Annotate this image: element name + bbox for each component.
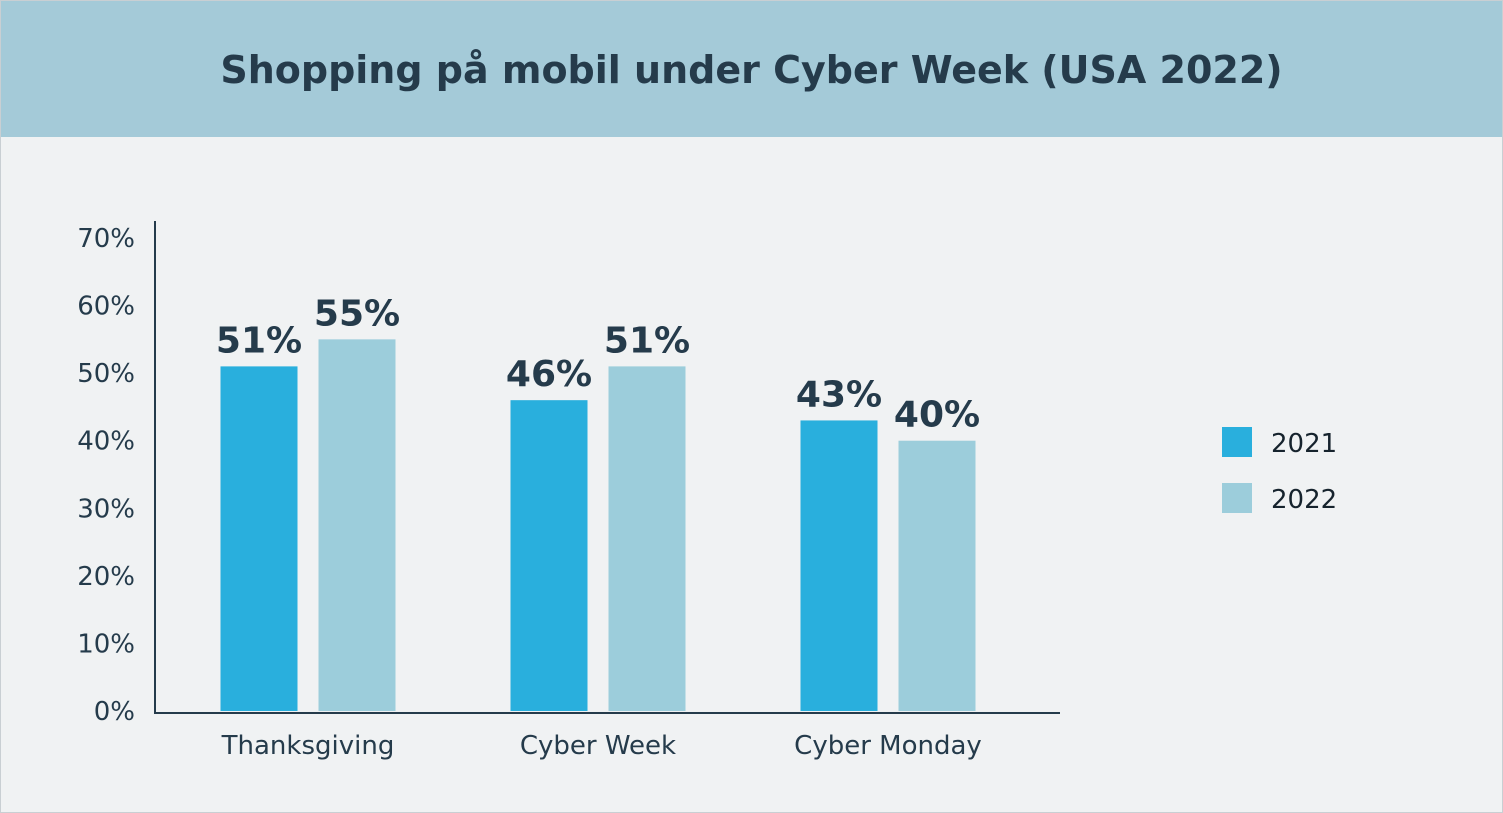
bar-2021-thanksgiving <box>220 366 298 711</box>
y-tick-label: 0% <box>94 697 135 727</box>
data-label: 46% <box>506 354 592 395</box>
data-label: 55% <box>314 293 400 334</box>
data-label: 43% <box>796 374 882 415</box>
y-tick-label: 30% <box>77 494 135 524</box>
y-tick-label: 60% <box>77 292 135 322</box>
bar-2021-cyber-week <box>510 400 588 711</box>
legend-swatch-2022 <box>1222 483 1252 513</box>
legend-label-2022: 2022 <box>1271 485 1337 515</box>
data-label: 51% <box>604 320 690 361</box>
bar-2021-cyber-monday <box>800 420 878 711</box>
bar-2022-cyber-week <box>608 366 686 711</box>
legend-swatch-2021 <box>1222 427 1252 457</box>
chart-header: Shopping på mobil under Cyber Week (USA … <box>1 1 1502 137</box>
x-axis-labels: Thanksgiving Cyber Week Cyber Monday <box>221 731 982 761</box>
legend: 2021 2022 <box>1222 427 1337 515</box>
x-category-label: Thanksgiving <box>221 731 395 761</box>
bars <box>220 339 976 711</box>
y-tick-label: 50% <box>77 359 135 389</box>
y-tick-label: 20% <box>77 562 135 592</box>
bar-2022-cyber-monday <box>898 440 976 711</box>
y-tick-label: 10% <box>77 629 135 659</box>
data-labels: 51% 46% 43% 55% 51% 40% <box>216 293 980 435</box>
bar-2022-thanksgiving <box>318 339 396 711</box>
x-category-label: Cyber Week <box>520 731 676 761</box>
data-label: 40% <box>894 395 980 436</box>
y-axis-ticks: 0% 10% 20% 30% 40% 50% 60% 70% <box>77 224 135 727</box>
chart-title: Shopping på mobil under Cyber Week (USA … <box>220 48 1283 92</box>
data-label: 51% <box>216 320 302 361</box>
y-tick-label: 70% <box>77 224 135 254</box>
axes <box>154 221 1060 714</box>
x-category-label: Cyber Monday <box>794 731 982 761</box>
legend-label-2021: 2021 <box>1271 429 1337 459</box>
y-tick-label: 40% <box>77 427 135 457</box>
